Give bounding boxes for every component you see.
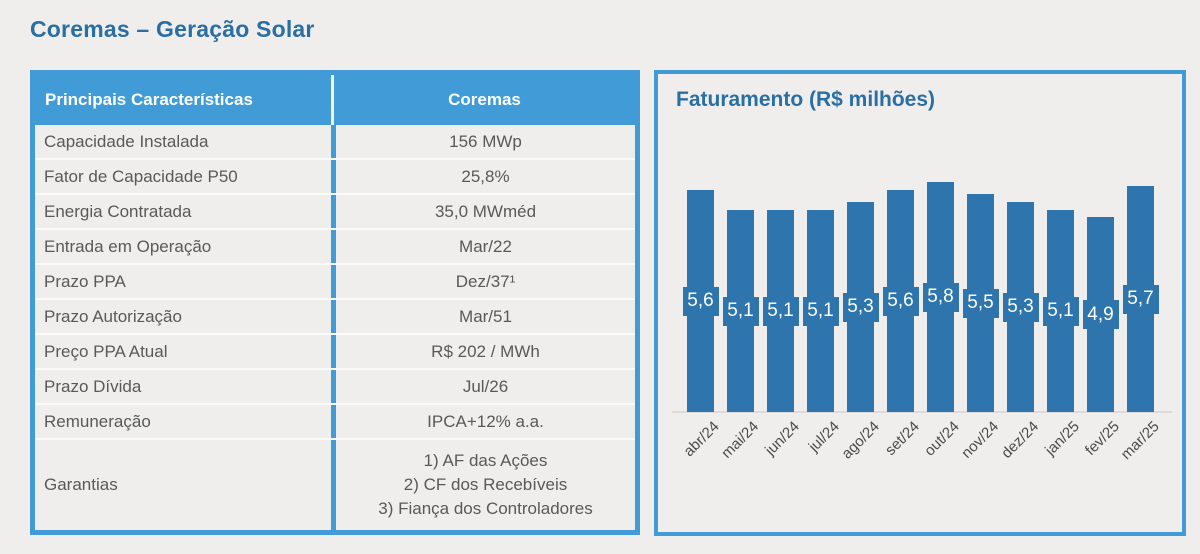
table-row: Capacidade Instalada 156 MWp bbox=[35, 125, 635, 160]
row-value: Mar/22 bbox=[331, 230, 635, 263]
x-axis-label: jun/24 bbox=[761, 418, 803, 459]
x-axis-label: abr/24 bbox=[680, 418, 723, 461]
row-label: Entrada em Operação bbox=[44, 236, 212, 256]
row-value: 156 MWp bbox=[331, 125, 635, 158]
table-header-col1: Principais Características bbox=[45, 90, 253, 109]
characteristics-table: Principais Características Coremas Capac… bbox=[30, 70, 640, 535]
row-label: Capacidade Instalada bbox=[44, 131, 209, 151]
row-value: 1) AF das Ações 2) CF dos Recebíveis 3) Fi… bbox=[331, 440, 635, 530]
x-axis-label: jan/25 bbox=[1041, 418, 1083, 459]
bar-value-tag: 5,7 bbox=[1120, 284, 1161, 314]
table-body: Capacidade Instalada 156 MWp Fator de Capa… bbox=[35, 125, 635, 530]
table-row: Energia Contratada 35,0 MWméd bbox=[35, 195, 635, 230]
x-axis-label: nov/24 bbox=[958, 418, 1003, 462]
x-axis-label: dez/24 bbox=[998, 418, 1043, 462]
table-row: Prazo PPA Dez/37¹ bbox=[35, 265, 635, 300]
bar-value-tag: 4,9 bbox=[1080, 300, 1121, 329]
x-axis-label: set/24 bbox=[881, 418, 923, 459]
table-row: Remuneração IPCA+12% a.a. bbox=[35, 405, 635, 440]
bar-value-tag: 5,6 bbox=[680, 286, 721, 316]
row-value: 25,8% bbox=[331, 160, 635, 193]
bar-value-tag: 5,1 bbox=[800, 296, 841, 326]
bar-value-tag: 5,1 bbox=[720, 296, 761, 326]
row-value-line: 3) Fiança dos Controladores bbox=[378, 499, 593, 518]
bar-value-tag: 5,1 bbox=[1040, 296, 1081, 326]
x-axis-label: jul/24 bbox=[805, 418, 843, 456]
row-label: Preço PPA Atual bbox=[44, 341, 168, 361]
row-label: Remuneração bbox=[44, 411, 151, 431]
bar-value-tag: 5,3 bbox=[1000, 292, 1041, 322]
table-row: Prazo Autorização Mar/51 bbox=[35, 300, 635, 335]
page-title: Coremas – Geração Solar bbox=[30, 16, 315, 42]
table-header: Principais Características Coremas bbox=[35, 75, 635, 125]
table-row: Entrada em Operação Mar/22 bbox=[35, 230, 635, 265]
row-value: IPCA+12% a.a. bbox=[331, 405, 635, 438]
bar-value-tag: 5,6 bbox=[880, 286, 921, 316]
row-value: R$ 202 / MWh bbox=[331, 335, 635, 368]
x-axis-label: out/24 bbox=[921, 418, 963, 460]
row-value-line: 1) AF das Ações bbox=[423, 451, 548, 470]
bar-value-tag: 5,1 bbox=[760, 296, 801, 326]
row-value: Jul/26 bbox=[331, 370, 635, 403]
table-row: Preço PPA Atual R$ 202 / MWh bbox=[35, 335, 635, 370]
row-value: Mar/51 bbox=[331, 300, 635, 333]
x-axis-line bbox=[672, 411, 1172, 413]
bar-chart: 5,6 abr/24 5,1 mai/24 5,1 jun/24 5,1 jul/24 5,3 a… bbox=[658, 74, 1182, 532]
table-header-col2: Coremas bbox=[331, 75, 635, 125]
x-axis-label: mar/25 bbox=[1117, 418, 1163, 464]
table-row: Garantias 1) AF das Ações 2) CF dos Recebí… bbox=[35, 440, 635, 530]
x-axis-label: mai/24 bbox=[718, 418, 763, 462]
table-row: Fator de Capacidade P50 25,8% bbox=[35, 160, 635, 195]
row-label: Garantias bbox=[44, 475, 118, 494]
x-axis-label: fev/25 bbox=[1081, 418, 1123, 459]
chart-title: Faturamento (R$ milhões) bbox=[676, 88, 936, 111]
row-label: Prazo PPA bbox=[44, 271, 126, 291]
row-value: Dez/37¹ bbox=[331, 265, 635, 298]
table-row: Prazo Dívida Jul/26 bbox=[35, 370, 635, 405]
row-label: Prazo Dívida bbox=[44, 376, 142, 396]
bar-value-tag: 5,8 bbox=[920, 282, 961, 312]
row-value-line: 2) CF dos Recebíveis bbox=[403, 475, 568, 494]
bar-value-tag: 5,3 bbox=[840, 292, 881, 322]
row-label: Energia Contratada bbox=[44, 201, 192, 221]
bar-value-tag: 5,5 bbox=[960, 288, 1001, 318]
row-label: Fator de Capacidade P50 bbox=[44, 166, 238, 186]
row-label: Prazo Autorização bbox=[44, 306, 182, 326]
x-axis-label: ago/24 bbox=[838, 418, 883, 463]
revenue-chart-panel: Faturamento (R$ milhões) 5,6 abr/24 5,1 mai… bbox=[654, 70, 1186, 536]
row-value: 35,0 MWméd bbox=[331, 195, 635, 228]
